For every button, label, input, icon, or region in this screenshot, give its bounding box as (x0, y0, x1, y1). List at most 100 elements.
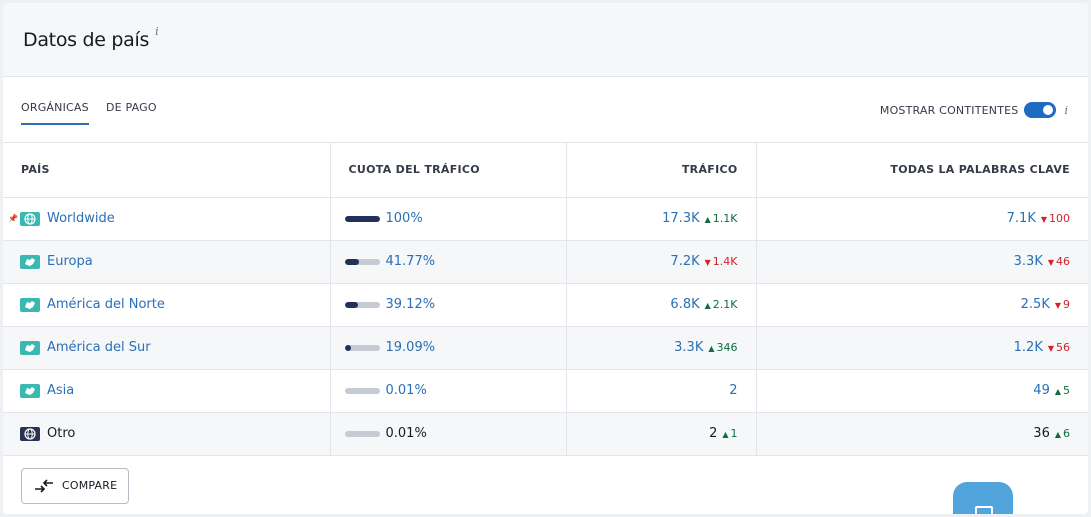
traffic-share-bar-fill (344, 344, 352, 351)
traffic-share-value: 0.01% (385, 426, 427, 441)
country-name[interactable]: Asia (47, 383, 75, 398)
traffic-value[interactable]: 2 (729, 383, 738, 398)
card-header: Datos de país i (3, 3, 1088, 77)
europe-map-icon (20, 254, 40, 269)
card-footer: COMPARE (3, 456, 1088, 514)
traffic-share-bar-fill (344, 215, 380, 222)
traffic-value[interactable]: 17.3K (662, 211, 700, 226)
traffic-share-value[interactable]: 19.09% (385, 340, 436, 355)
traffic-share-bar (344, 387, 380, 394)
traffic-cell: 2 (566, 369, 757, 413)
show-continents-label: MOSTRAR CONTITENTES (879, 103, 1019, 117)
chat-widget-button[interactable] (953, 481, 1013, 514)
keywords-cell: 1.2K 56 (756, 326, 1088, 370)
traffic-share-cell: 19.09% (330, 326, 567, 370)
keywords-delta: 56 (1048, 341, 1070, 354)
card-title: Datos de país (23, 28, 150, 51)
table-row: 📌 Worldwide 100% 17.3K 1.1K 7.1K 100 (3, 197, 1088, 241)
north-america-map-icon (20, 297, 40, 312)
traffic-value: 2 (709, 426, 718, 441)
tab-de-pago[interactable]: DE PAGO (106, 101, 157, 114)
traffic-cell: 6.8K 2.1K (566, 283, 757, 327)
traffic-share-bar (344, 430, 380, 437)
table-header-row: PAÍS CUOTA DEL TRÁFICO TRÁFICO TODAS LA … (3, 143, 1088, 198)
table-row: América del Sur 19.09% 3.3K 346 1.2K 56 (3, 326, 1088, 370)
globe-icon (20, 426, 40, 441)
country-cell: Asia (3, 369, 331, 413)
traffic-cell: 17.3K 1.1K (566, 197, 757, 241)
traffic-delta: 1.1K (705, 212, 738, 225)
country-name[interactable]: América del Sur (47, 340, 151, 355)
country-cell: Europa (3, 240, 331, 284)
keywords-cell: 3.3K 46 (756, 240, 1088, 284)
table-row: América del Norte 39.12% 6.8K 2.1K 2.5K 9 (3, 283, 1088, 327)
country-name[interactable]: Worldwide (47, 211, 115, 226)
traffic-cell: 3.3K 346 (566, 326, 757, 370)
country-cell: América del Norte (3, 283, 331, 327)
traffic-share-value[interactable]: 39.12% (385, 297, 436, 312)
traffic-share-value[interactable]: 100% (385, 211, 423, 226)
keywords-cell: 7.1K 100 (756, 197, 1088, 241)
traffic-value[interactable]: 3.3K (674, 340, 704, 355)
traffic-share-bar-fill (344, 301, 359, 308)
country-name[interactable]: América del Norte (47, 297, 165, 312)
traffic-share-cell: 39.12% (330, 283, 567, 327)
column-header-country[interactable]: PAÍS (3, 143, 331, 198)
traffic-share-cell: 41.77% (330, 240, 567, 284)
country-cell: Otro (3, 412, 331, 456)
country-name: Otro (47, 426, 76, 441)
show-continents-toggle[interactable] (1024, 102, 1057, 118)
keywords-cell: 36 6 (756, 412, 1088, 456)
keywords-cell: 49 5 (756, 369, 1088, 413)
column-header-keywords[interactable]: TODAS LA PALABRAS CLAVE (756, 143, 1088, 198)
traffic-value[interactable]: 7.2K (670, 254, 700, 269)
globe-icon (20, 211, 40, 226)
table-row: Asia 0.01% 2 49 5 (3, 369, 1088, 413)
title-info-icon[interactable]: i (155, 25, 159, 38)
traffic-share-bar (344, 215, 380, 222)
keywords-value[interactable]: 3.3K (1013, 254, 1043, 269)
pin-icon[interactable]: 📌 (8, 214, 18, 223)
keywords-value[interactable]: 49 (1033, 383, 1050, 398)
traffic-share-bar (344, 258, 380, 265)
column-header-traffic[interactable]: TRÁFICO (566, 143, 757, 198)
country-cell: América del Sur (3, 326, 331, 370)
traffic-delta: 2.1K (705, 298, 738, 311)
traffic-cell: 21 (566, 412, 757, 456)
compare-arrows-icon (35, 478, 53, 493)
tabs-row: ORGÁNICAS DE PAGO MOSTRAR CONTITENTES i (3, 77, 1088, 143)
column-header-traffic-share[interactable]: CUOTA DEL TRÁFICO (330, 143, 567, 198)
traffic-delta: 1 (722, 427, 737, 440)
keywords-value[interactable]: 7.1K (1006, 211, 1036, 226)
keywords-delta: 46 (1048, 255, 1070, 268)
traffic-share-cell: 0.01% (330, 412, 567, 456)
compare-label: COMPARE (62, 479, 118, 492)
keywords-cell: 2.5K 9 (756, 283, 1088, 327)
country-name[interactable]: Europa (47, 254, 93, 269)
traffic-share-value[interactable]: 0.01% (385, 383, 427, 398)
traffic-share-bar (344, 344, 380, 351)
traffic-cell: 7.2K 1.4K (566, 240, 757, 284)
south-america-map-icon (20, 340, 40, 355)
keywords-value: 36 (1033, 426, 1050, 441)
keywords-delta: 100 (1041, 212, 1070, 225)
compare-button[interactable]: COMPARE (21, 467, 129, 504)
table-row: Otro 0.01% 21 36 6 (3, 412, 1088, 456)
country-table: PAÍS CUOTA DEL TRÁFICO TRÁFICO TODAS LA … (3, 143, 1088, 456)
show-continents-control: MOSTRAR CONTITENTES i (880, 102, 1068, 118)
traffic-value[interactable]: 6.8K (670, 297, 700, 312)
keywords-delta: 9 (1055, 298, 1070, 311)
toggle-info-icon[interactable]: i (1064, 103, 1068, 117)
keywords-value[interactable]: 2.5K (1020, 297, 1050, 312)
traffic-share-bar-fill (344, 258, 360, 265)
traffic-delta: 1.4K (705, 255, 738, 268)
keywords-delta: 5 (1055, 384, 1070, 397)
keywords-delta: 6 (1055, 427, 1070, 440)
tab-organicas[interactable]: ORGÁNICAS (21, 101, 89, 125)
traffic-share-bar (344, 301, 380, 308)
table-row: Europa 41.77% 7.2K 1.4K 3.3K 46 (3, 240, 1088, 284)
country-cell: 📌 Worldwide (3, 197, 331, 241)
keywords-value[interactable]: 1.2K (1013, 340, 1043, 355)
traffic-share-value[interactable]: 41.77% (385, 254, 436, 269)
traffic-share-cell: 100% (330, 197, 567, 241)
